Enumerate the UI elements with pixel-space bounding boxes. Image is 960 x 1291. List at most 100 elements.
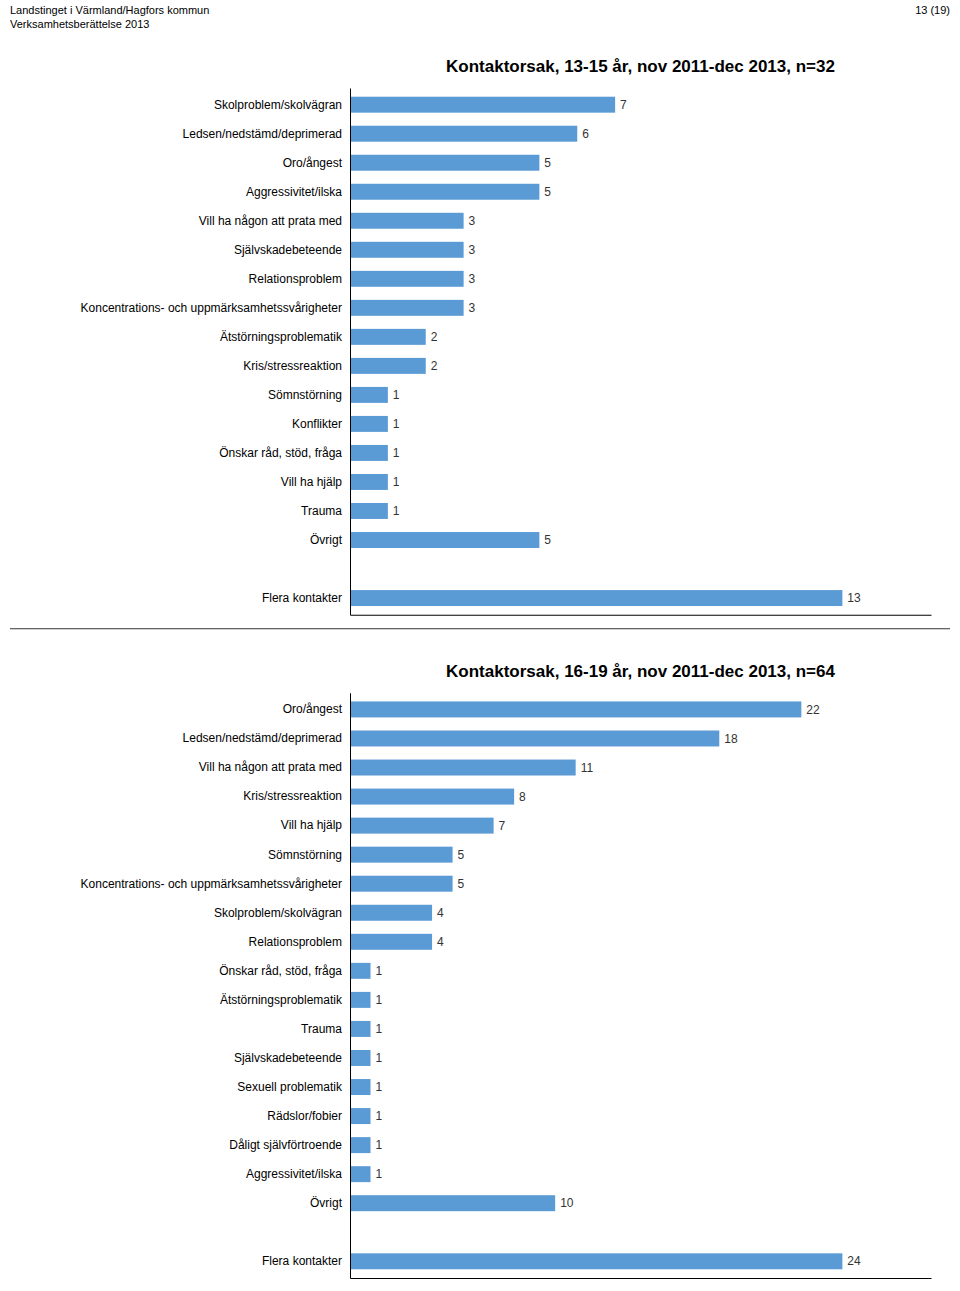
data-label: 1 xyxy=(393,417,400,431)
bar xyxy=(350,503,388,519)
y-tick: Konflikter xyxy=(292,417,342,431)
data-label: 4 xyxy=(437,906,444,920)
data-label: 6 xyxy=(582,127,589,141)
y-tick: Ledsen/nedstämd/deprimerad xyxy=(183,127,342,141)
chart-root: Landstinget i Värmland/Hagfors kommun Ver… xyxy=(0,0,960,1291)
y-tick-label: Sexuell problematik xyxy=(237,1080,343,1094)
data-label: 4 xyxy=(437,935,444,949)
bar xyxy=(350,271,464,287)
data-label: 3 xyxy=(469,301,476,315)
data-label: 13 xyxy=(847,591,861,605)
bar xyxy=(350,1050,371,1066)
data-label: 11 xyxy=(581,761,594,775)
y-tick: Sömnstörning xyxy=(268,388,342,402)
bar xyxy=(350,701,801,717)
header-line: 13 (19) xyxy=(915,4,950,16)
y-tick-label: Aggressivitet/ilska xyxy=(246,1167,342,1181)
data-label: 1 xyxy=(376,964,383,978)
chart-title: Kontaktorsak, 13-15 år, nov 2011-dec 201… xyxy=(446,57,835,76)
y-tick: Oro/ångest xyxy=(283,156,343,170)
data-label: 5 xyxy=(544,156,551,170)
bar xyxy=(350,532,539,548)
y-tick-label: Kris/stressreaktion xyxy=(243,359,342,373)
plot: 765533332211111513Skolproblem/skolvägran… xyxy=(81,89,932,616)
bar xyxy=(350,760,576,776)
data-label: 7 xyxy=(499,819,506,833)
bar xyxy=(350,416,388,432)
bar xyxy=(350,730,719,746)
y-tick-label: Ätstörningsproblematik xyxy=(220,993,343,1007)
data-label: 1 xyxy=(393,475,400,489)
y-tick-label: Relationsproblem xyxy=(249,272,342,286)
data-label: 1 xyxy=(376,1051,383,1065)
y-tick: Rädslor/fobier xyxy=(267,1109,342,1123)
bar xyxy=(350,445,388,461)
data-label: 1 xyxy=(376,1138,383,1152)
header-line: Landstinget i Värmland/Hagfors kommun xyxy=(10,4,209,16)
bar xyxy=(350,97,615,113)
y-tick-label: Konflikter xyxy=(292,417,342,431)
plot: 221811875544111111111024Oro/ångestLedsen… xyxy=(81,693,932,1278)
y-tick: Önskar råd, stöd, fråga xyxy=(219,446,342,460)
data-label: 18 xyxy=(724,732,738,746)
y-tick: Aggressivitet/ilska xyxy=(246,185,342,199)
y-tick-label: Vill ha någon att prata med xyxy=(199,760,342,774)
x-axis xyxy=(351,615,932,616)
y-tick-label: Önskar råd, stöd, fråga xyxy=(219,446,342,460)
data-label: 2 xyxy=(431,330,438,344)
bar xyxy=(350,1253,842,1269)
y-tick-label: Vill ha hjälp xyxy=(281,818,342,832)
y-tick: Aggressivitet/ilska xyxy=(246,1167,342,1181)
y-tick-label: Ledsen/nedstämd/deprimerad xyxy=(183,731,342,745)
bar xyxy=(350,474,388,490)
header-text: Landstinget i Värmland/Hagfors kommun Ver… xyxy=(10,4,209,30)
y-tick: Dåligt självförtroende xyxy=(229,1138,342,1152)
y-tick: Sömnstörning xyxy=(268,848,342,862)
bar xyxy=(350,213,464,229)
y-tick-label: Skolproblem/skolvägran xyxy=(214,98,342,112)
data-label: 1 xyxy=(376,1022,383,1036)
y-tick-label: Rädslor/fobier xyxy=(267,1109,342,1123)
y-tick: Självskadebeteende xyxy=(234,1051,342,1065)
bar xyxy=(350,300,464,316)
y-tick-label: Kris/stressreaktion xyxy=(243,789,342,803)
y-tick: Ätstörningsproblematik xyxy=(220,993,343,1007)
bar xyxy=(350,329,426,345)
header-text: 13 (19) xyxy=(915,4,950,16)
y-tick: Oro/ångest xyxy=(283,702,343,716)
data-label: 8 xyxy=(519,790,526,804)
bar xyxy=(350,242,464,258)
y-tick: Trauma xyxy=(301,1022,342,1036)
y-tick: Övrigt xyxy=(310,1196,343,1210)
y-tick: Kris/stressreaktion xyxy=(243,789,342,803)
y-tick-label: Önskar råd, stöd, fråga xyxy=(219,964,342,978)
x-axis xyxy=(351,1278,932,1279)
y-tick-label: Koncentrations- och uppmärksamhetssvårig… xyxy=(81,301,342,315)
y-tick-label: Flera kontakter xyxy=(262,1254,342,1268)
bar xyxy=(350,934,432,950)
y-tick-label: Trauma xyxy=(301,504,342,518)
data-label: 1 xyxy=(376,993,383,1007)
bar xyxy=(350,184,539,200)
y-tick: Flera kontakter xyxy=(262,1254,342,1268)
data-label: 1 xyxy=(393,504,400,518)
data-label: 22 xyxy=(806,703,820,717)
bar xyxy=(350,905,432,921)
header-line: Verksamhetsberättelse 2013 xyxy=(10,18,149,30)
y-tick-label: Oro/ångest xyxy=(283,702,343,716)
y-tick-label: Övrigt xyxy=(310,533,343,547)
y-tick-label: Skolproblem/skolvägran xyxy=(214,906,342,920)
bars xyxy=(350,97,842,606)
bar xyxy=(350,1079,371,1095)
y-tick: Skolproblem/skolvägran xyxy=(214,906,342,920)
bar xyxy=(350,126,577,142)
y-tick: Koncentrations- och uppmärksamhetssvårig… xyxy=(81,877,342,891)
y-tick-label: Sömnstörning xyxy=(268,848,342,862)
bars xyxy=(350,701,842,1269)
bar xyxy=(350,1108,371,1124)
y-tick: Vill ha hjälp xyxy=(281,818,342,832)
y-tick: Ätstörningsproblematik xyxy=(220,330,343,344)
y-tick: Vill ha hjälp xyxy=(281,475,342,489)
data-labels: 221811875544111111111024 xyxy=(376,703,862,1269)
y-tick: Relationsproblem xyxy=(249,272,342,286)
